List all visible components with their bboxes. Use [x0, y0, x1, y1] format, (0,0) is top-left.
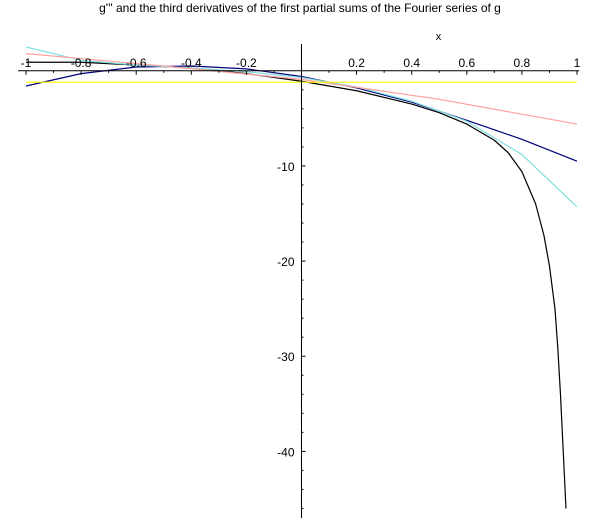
x-tick-label: 1: [574, 56, 581, 70]
x-tick-label: -0.2: [236, 56, 257, 70]
ticks-layer: -1 -0.8 -0.6 -0.4 -0.2 0.2 0.4 0.6 0.8 1 -10 -20 -30…: [21, 56, 581, 509]
x-tick-label: -1: [21, 56, 32, 70]
x-tick-label: -0.8: [71, 56, 92, 70]
x-axis-label: x: [436, 31, 442, 43]
x-tick-label: 0.8: [514, 56, 531, 70]
chart-title: g''' and the third derivatives of the fi…: [99, 1, 501, 15]
axes-layer: [18, 44, 579, 518]
x-tick-label: -0.4: [181, 56, 202, 70]
x-tick-label: -0.6: [126, 56, 147, 70]
x-tick-label: 0.2: [348, 56, 365, 70]
y-tick-label: -40: [277, 445, 295, 459]
x-tick-label: 0.4: [403, 56, 420, 70]
y-tick-label: -10: [277, 160, 295, 174]
y-tick-label: -30: [277, 350, 295, 364]
y-tick-label: -20: [277, 255, 295, 269]
x-tick-label: 0.6: [458, 56, 475, 70]
series-line-1: [26, 61, 567, 509]
